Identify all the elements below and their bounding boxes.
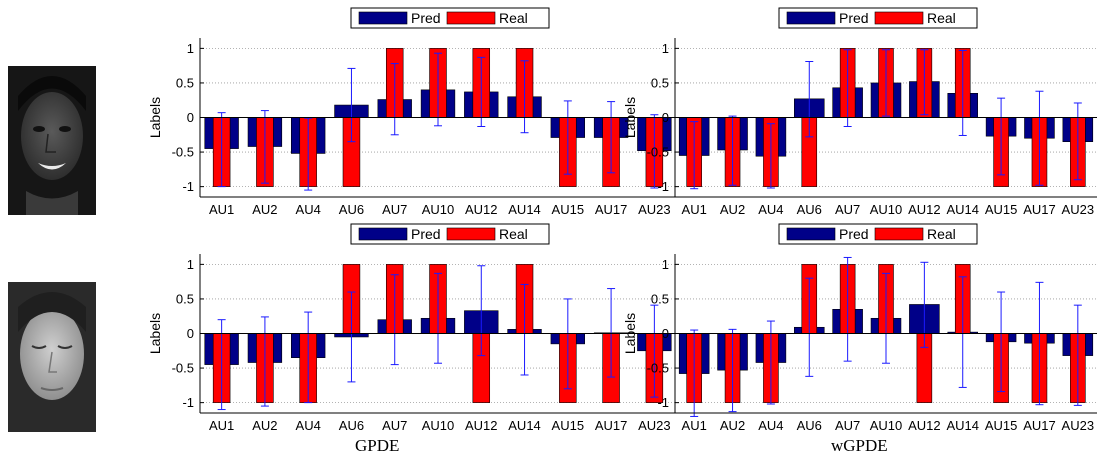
legend-label-real: Real	[499, 226, 528, 242]
legend-swatch-real	[874, 227, 924, 241]
y-tick-label: 0.5	[651, 291, 669, 306]
x-tick-label: AU2	[720, 418, 745, 433]
legend-swatch-pred	[358, 11, 408, 25]
x-tick-label: AU12	[908, 418, 941, 433]
y-tick-label: 1	[662, 41, 669, 56]
legend-swatch-real	[446, 227, 496, 241]
legend-label-real: Real	[499, 10, 528, 26]
y-tick-label: -0.5	[172, 145, 194, 160]
y-tick-label: -0.5	[647, 145, 669, 160]
chart-panel-4: 1 0.5 0 -0.5 -1 AU1 AU2 AU4 AU6 AU7 AU10 AU12 AU14 AU…	[622, 223, 1097, 433]
x-tick-label: AU10	[422, 202, 455, 217]
y-tick-label: 0	[662, 110, 669, 125]
x-tick-label: AU15	[552, 418, 585, 433]
x-tick-label: AU2	[252, 202, 277, 217]
x-tick-label: AU17	[1023, 418, 1056, 433]
y-tick-label: 0.5	[176, 291, 194, 306]
y-axis-label: Labels	[147, 313, 163, 354]
y-axis-label: Labels	[622, 313, 638, 354]
chart-panel-1: 1 0.5 0 -0.5 -1 AU1 AU2 AU4 AU6 AU7 AU10 AU12 AU14 AU…	[147, 7, 676, 217]
y-axis-label: Labels	[147, 97, 163, 138]
x-tick-label: AU6	[339, 418, 364, 433]
y-tick-label: 0	[662, 326, 669, 341]
x-tick-label: AU7	[382, 418, 407, 433]
x-tick-label: AU14	[508, 418, 541, 433]
y-tick-label: 1	[187, 41, 194, 56]
caption-gpde: GPDE	[355, 436, 400, 455]
x-tick-label: AU23	[1062, 202, 1095, 217]
legend-label-pred: Pred	[839, 226, 869, 242]
legend: Pred Real	[350, 7, 550, 29]
x-tick-label: AU1	[682, 202, 707, 217]
x-tick-label: AU2	[720, 202, 745, 217]
y-tick-label: -1	[182, 179, 194, 194]
x-tick-label: AU23	[638, 202, 671, 217]
legend-swatch-real	[874, 11, 924, 25]
x-tick-label: AU4	[296, 418, 321, 433]
y-tick-label: 0	[187, 326, 194, 341]
x-tick-label: AU10	[870, 202, 903, 217]
legend: Pred Real	[778, 7, 978, 29]
x-tick-label: AU6	[339, 202, 364, 217]
y-tick-label: -0.5	[172, 361, 194, 376]
x-tick-label: AU1	[209, 202, 234, 217]
x-tick-label: AU10	[870, 418, 903, 433]
x-tick-label: AU17	[595, 202, 628, 217]
x-tick-label: AU15	[985, 202, 1018, 217]
x-tick-label: AU12	[465, 418, 498, 433]
y-tick-label: 0	[187, 110, 194, 125]
face-image-eyes-closed	[8, 282, 96, 432]
legend-label-real: Real	[927, 10, 956, 26]
chart-panel-2: 1 0.5 0 -0.5 -1 AU1 AU2 AU4 AU6 AU7 AU10 AU12 AU14 AU…	[622, 7, 1097, 217]
x-tick-label: AU6	[797, 202, 822, 217]
x-tick-label: AU17	[1023, 202, 1056, 217]
x-tick-label: AU14	[508, 202, 541, 217]
y-tick-label: -1	[182, 395, 194, 410]
legend-label-pred: Pred	[411, 10, 441, 26]
x-tick-label: AU4	[758, 202, 783, 217]
x-tick-label: AU14	[946, 202, 979, 217]
x-tick-label: AU4	[758, 418, 783, 433]
x-tick-label: AU17	[595, 418, 628, 433]
y-tick-label: 0.5	[176, 75, 194, 90]
caption-wgpde: wGPDE	[831, 436, 888, 455]
legend-label-real: Real	[927, 226, 956, 242]
x-tick-label: AU12	[465, 202, 498, 217]
x-tick-label: AU1	[209, 418, 234, 433]
legend-swatch-pred	[786, 11, 836, 25]
x-tick-label: AU15	[552, 202, 585, 217]
legend-label-pred: Pred	[411, 226, 441, 242]
legend: Pred Real	[350, 223, 550, 245]
x-tick-label: AU6	[797, 418, 822, 433]
y-axis-label: Labels	[622, 97, 638, 138]
x-tick-label: AU4	[296, 202, 321, 217]
y-tick-label: 1	[187, 257, 194, 272]
x-tick-label: AU10	[422, 418, 455, 433]
x-tick-label: AU7	[835, 418, 860, 433]
x-tick-label: AU14	[946, 418, 979, 433]
face-image-smiling	[8, 66, 96, 215]
y-tick-label: -1	[657, 395, 669, 410]
x-tick-label: AU2	[252, 418, 277, 433]
legend-swatch-pred	[358, 227, 408, 241]
x-tick-label: AU7	[382, 202, 407, 217]
legend: Pred Real	[778, 223, 978, 245]
x-tick-label: AU1	[682, 418, 707, 433]
legend-swatch-real	[446, 11, 496, 25]
legend-swatch-pred	[786, 227, 836, 241]
chart-panel-3: 1 0.5 0 -0.5 -1 AU1 AU2 AU4 AU6 AU7 AU10 AU12 AU14 AU…	[147, 223, 676, 433]
x-tick-label: AU23	[638, 418, 671, 433]
x-tick-label: AU7	[835, 202, 860, 217]
y-tick-label: -1	[657, 179, 669, 194]
x-tick-label: AU15	[985, 418, 1018, 433]
legend-label-pred: Pred	[839, 10, 869, 26]
x-tick-label: AU23	[1062, 418, 1095, 433]
y-tick-label: -0.5	[647, 361, 669, 376]
x-tick-label: AU12	[908, 202, 941, 217]
y-tick-label: 1	[662, 257, 669, 272]
y-tick-label: 0.5	[651, 75, 669, 90]
